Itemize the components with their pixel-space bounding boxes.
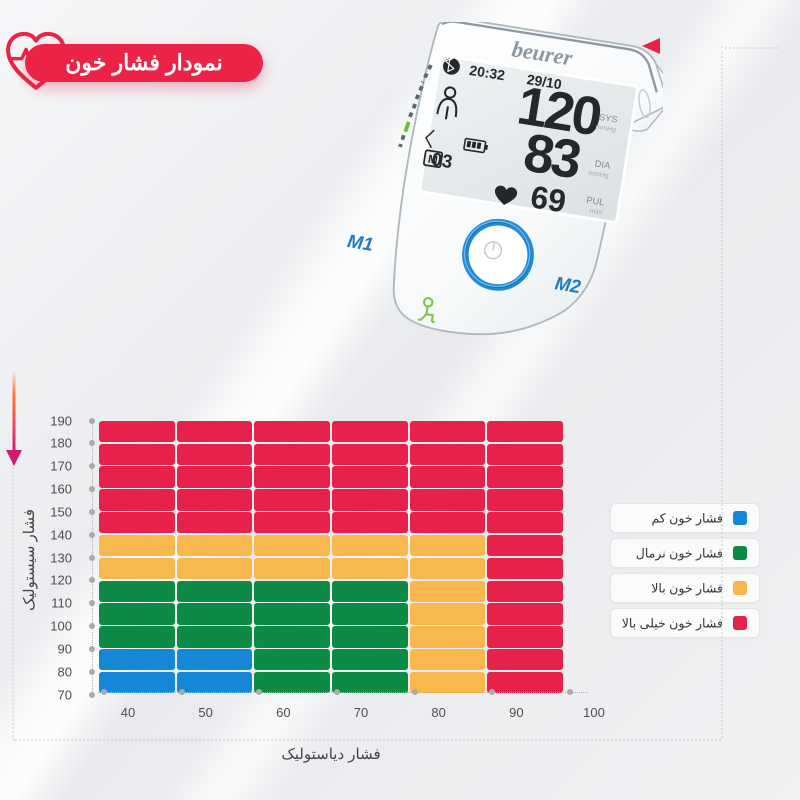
svg-text:03: 03 <box>430 148 454 172</box>
svg-text:M1: M1 <box>346 230 375 255</box>
svg-text:69: 69 <box>528 178 568 219</box>
svg-text:M2: M2 <box>553 272 582 297</box>
